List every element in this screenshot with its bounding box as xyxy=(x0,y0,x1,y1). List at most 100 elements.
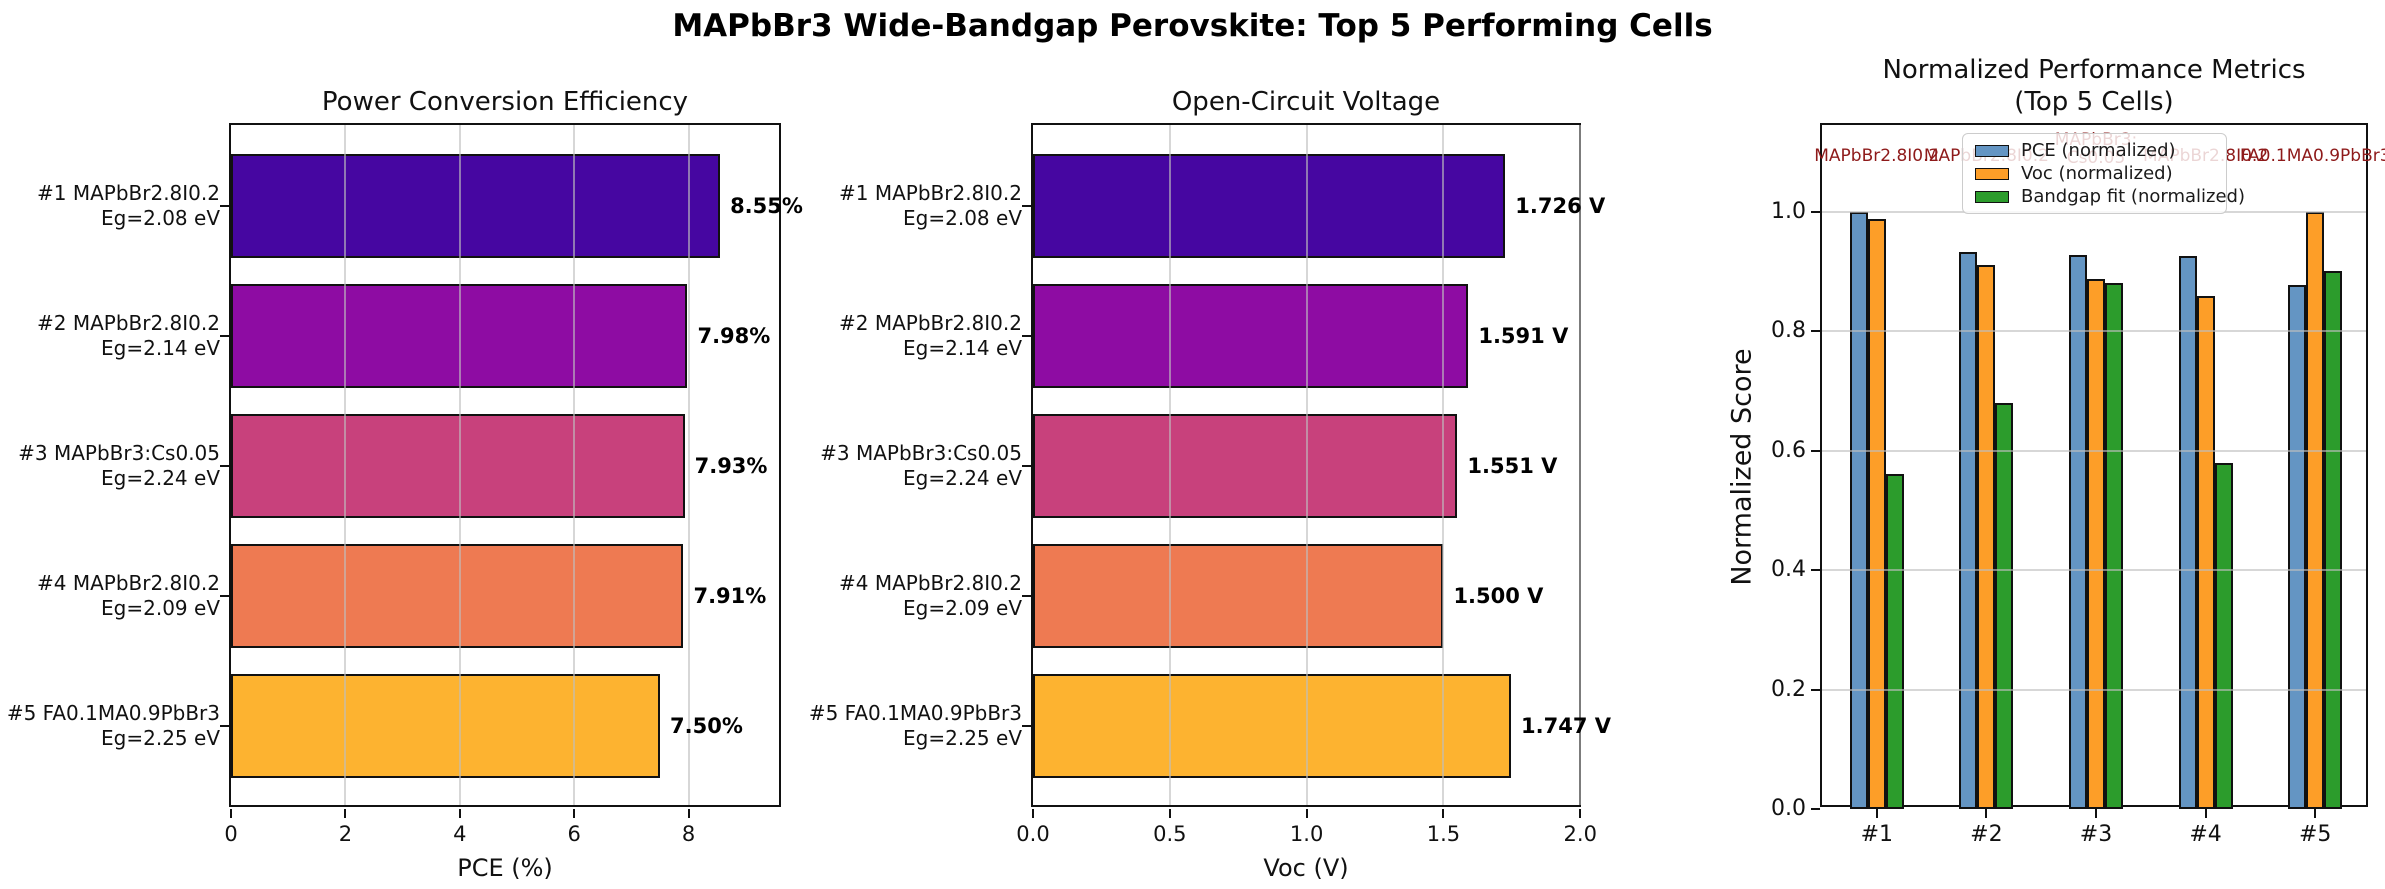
voc-bar-5 xyxy=(1033,674,1512,778)
pce-bar-4 xyxy=(231,544,684,648)
voc-x-tick xyxy=(1032,809,1034,818)
legend-label-1: PCE (normalized) xyxy=(2021,140,2176,161)
voc-y-tick xyxy=(1022,335,1031,337)
pce-x-axis-label: PCE (%) xyxy=(457,854,553,882)
norm-y-tick-label: 0.2 xyxy=(1771,676,1806,702)
pce-y-tick xyxy=(220,465,229,467)
normalized-chart-plot-area: Normalized Score PCE (normalized) Voc (no… xyxy=(1727,123,2385,847)
pce-x-tick xyxy=(573,809,576,818)
voc-x-tick xyxy=(1305,809,1308,818)
figure-title: MAPbBr3 Wide-Bandgap Perovskite: Top 5 P… xyxy=(672,8,1713,44)
pce-y-tick xyxy=(220,725,229,727)
pce-x-tick-label: 0 xyxy=(224,822,238,846)
pce-gridline xyxy=(687,125,690,805)
norm-bar-3-bandgap xyxy=(2105,283,2123,809)
norm-y-tick xyxy=(1811,210,1820,213)
voc-bar-2 xyxy=(1033,284,1469,388)
norm-x-tick-label: #1 xyxy=(1860,822,1894,847)
norm-gridline xyxy=(1822,449,2366,452)
voc-x-tick-label: 2.0 xyxy=(1563,822,1597,846)
legend-row-2: Voc (normalized) xyxy=(1975,163,2214,184)
pce-value-label-4: 7.91% xyxy=(693,584,767,608)
voc-gridline xyxy=(1305,125,1308,805)
pce-gridline xyxy=(458,125,461,805)
legend-swatch-3 xyxy=(1975,190,2009,203)
norm-y-tick-label: 0.0 xyxy=(1771,796,1806,821)
norm-x-tick-label: #2 xyxy=(1970,822,2003,847)
voc-category-label-2: #2 MAPbBr2.8I0.2 Eg=2.14 eV xyxy=(839,311,1022,360)
legend: PCE (normalized) Voc (normalized) Bandgap … xyxy=(1962,133,2245,214)
norm-x-tick xyxy=(2314,809,2317,818)
pce-x-tick xyxy=(344,809,347,818)
voc-x-tick-label: 1.5 xyxy=(1426,822,1461,846)
norm-y-tick xyxy=(1811,569,1820,572)
norm-y-tick xyxy=(1811,808,1820,810)
pce-y-tick xyxy=(220,595,229,597)
norm-bar-1-voc xyxy=(1867,218,1886,809)
norm-gridline xyxy=(1822,569,2366,572)
norm-x-tick xyxy=(1985,809,1988,818)
voc-category-label-4: #4 MAPbBr2.8I0.2 Eg=2.09 eV xyxy=(839,571,1022,620)
voc-y-tick xyxy=(1022,725,1031,727)
voc-y-tick xyxy=(1022,205,1031,207)
norm-x-tick-label: #3 xyxy=(2079,822,2113,847)
pce-category-label-1: #1 MAPbBr2.8I0.2 Eg=2.08 eV xyxy=(37,181,220,230)
norm-gridline xyxy=(1822,330,2366,333)
annotation-label-5: FA0.1MA0.9PbBr3 xyxy=(2239,146,2385,166)
voc-y-tick xyxy=(1022,595,1031,597)
legend-label-2: Voc (normalized) xyxy=(2021,163,2173,184)
pce-gridline xyxy=(573,125,576,805)
pce-category-label-2: #2 MAPbBr2.8I0.2 Eg=2.14 eV xyxy=(37,311,220,360)
norm-bar-4-pce xyxy=(2178,256,2197,809)
voc-value-label-2: 1.591 V xyxy=(1478,324,1569,348)
normalized-chart-title: Normalized Performance Metrics (Top 5 Ce… xyxy=(1882,55,2306,117)
legend-swatch-2 xyxy=(1975,167,2009,180)
norm-bar-5-pce xyxy=(2288,285,2307,809)
norm-bar-4-voc xyxy=(2196,295,2215,809)
pce-value-label-2: 7.98% xyxy=(697,324,771,348)
norm-bar-2-pce xyxy=(1959,251,1978,809)
pce-x-tick xyxy=(230,809,232,818)
annotation-label-1: MAPbBr2.8I0.2 xyxy=(1814,146,1940,166)
norm-y-tick xyxy=(1811,449,1820,452)
norm-x-tick xyxy=(2095,809,2097,818)
voc-category-label-5: #5 FA0.1MA0.9PbBr3 Eg=2.25 eV xyxy=(808,701,1022,750)
voc-value-label-5: 1.747 V xyxy=(1521,714,1612,738)
pce-category-label-5: #5 FA0.1MA0.9PbBr3 Eg=2.25 eV xyxy=(6,701,220,750)
voc-x-tick-label: 0.5 xyxy=(1153,822,1187,846)
norm-x-tick-label: #4 xyxy=(2189,822,2222,847)
voc-bar-1 xyxy=(1033,154,1506,258)
pce-x-tick-label: 2 xyxy=(338,822,353,846)
voc-x-tick xyxy=(1579,809,1582,818)
pce-value-label-1: 8.55% xyxy=(730,194,803,218)
voc-x-tick-label: 1.0 xyxy=(1289,822,1324,846)
voc-bar-3 xyxy=(1033,414,1458,518)
pce-x-tick-label: 8 xyxy=(681,822,696,846)
norm-bar-2-bandgap xyxy=(1995,402,2014,809)
norm-y-tick-label: 0.4 xyxy=(1771,557,1806,583)
pce-bar-1 xyxy=(231,154,721,258)
pce-category-label-3: #3 MAPbBr3:Cs0.05 Eg=2.24 eV xyxy=(18,441,220,490)
pce-x-tick-label: 6 xyxy=(567,822,581,846)
pce-category-label-4: #4 MAPbBr2.8I0.2 Eg=2.09 eV xyxy=(37,571,220,620)
pce-x-tick xyxy=(458,809,461,818)
pce-x-tick-label: 4 xyxy=(453,822,467,846)
voc-category-label-3: #3 MAPbBr3:Cs0.05 Eg=2.24 eV xyxy=(820,441,1022,490)
voc-gridline xyxy=(1442,125,1445,805)
legend-row-1: PCE (normalized) xyxy=(1975,140,2214,161)
norm-x-tick xyxy=(1875,809,1878,818)
voc-x-tick-label: 0.0 xyxy=(1016,822,1050,846)
voc-category-label-1: #1 MAPbBr2.8I0.2 Eg=2.08 eV xyxy=(839,181,1022,230)
norm-bar-5-bandgap xyxy=(2324,271,2343,809)
normalized-y-axis-label: Normalized Score xyxy=(1726,348,1758,586)
pce-y-tick xyxy=(220,205,229,207)
voc-x-tick xyxy=(1442,809,1445,818)
pce-value-label-5: 7.50% xyxy=(670,714,743,738)
voc-gridline xyxy=(1579,125,1582,805)
legend-label-3: Bandgap fit (normalized) xyxy=(2021,186,2245,207)
pce-value-label-3: 7.93% xyxy=(694,454,768,478)
voc-bar-4 xyxy=(1033,544,1444,648)
norm-bar-1-pce xyxy=(1849,211,1868,809)
norm-x-tick xyxy=(2204,809,2207,818)
